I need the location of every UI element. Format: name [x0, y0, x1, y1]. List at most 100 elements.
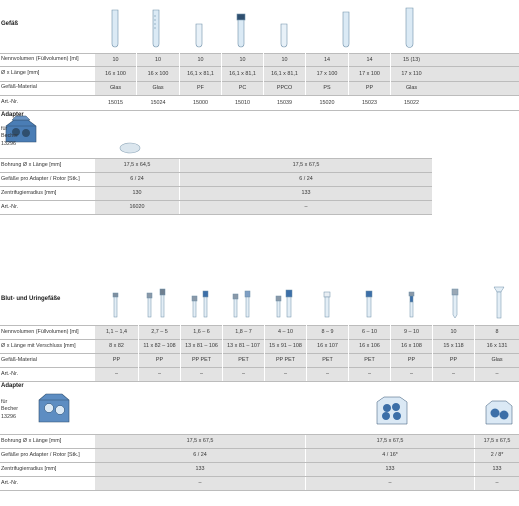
glass-tube-funnel-icon: [493, 286, 505, 319]
table-cell: 17,5 x 67,5: [376, 438, 404, 444]
table-cell: 16,1 x 81,1: [187, 71, 214, 77]
divider: [0, 110, 519, 111]
table-cell: 15024: [150, 99, 166, 106]
tube-glass-graduated-icon: [152, 9, 160, 48]
table-cell: 10: [281, 56, 288, 63]
table-cell: –: [495, 371, 499, 377]
note-line: Becher: [1, 133, 19, 140]
table-cell: –: [200, 371, 203, 377]
note-line: 13296: [1, 413, 16, 420]
divider: [348, 53, 349, 95]
table-cell: 16 x 107: [317, 343, 338, 349]
table-cell: –: [115, 371, 118, 377]
table-cell: PC: [238, 85, 247, 91]
divider: [0, 490, 519, 491]
blood-tube-7-icon: [365, 290, 373, 318]
table-cell: –: [388, 480, 392, 486]
divider: [390, 53, 391, 95]
table-cell: 6 / 24: [130, 176, 144, 182]
row-label: Nennvolumen (Füllvolumen) [ml]: [1, 329, 79, 335]
divider: [0, 172, 432, 173]
blood-tube-4-icon: [232, 290, 251, 318]
table-cell: 15 x 118: [443, 343, 464, 349]
table-cell: Glas: [109, 85, 122, 91]
table-cell: 2,7 – 5: [151, 329, 168, 335]
table-cell: 17,5 x 67,5: [292, 162, 320, 168]
divider: [474, 325, 475, 381]
table-cell: –: [198, 480, 202, 486]
table-cell: –: [158, 371, 161, 377]
table-cell: PET: [322, 357, 333, 363]
table-cell: PET: [238, 357, 249, 363]
table-cell: 1,1 – 1,4: [106, 329, 127, 335]
blood-tube-6-icon: [323, 291, 331, 318]
divider: [305, 53, 306, 95]
divider: [0, 353, 519, 354]
table-cell: 6 / 24: [299, 176, 313, 182]
divider: [0, 325, 519, 326]
table-cell: 17 x 100: [316, 71, 338, 77]
adapter-title: Adapter: [1, 112, 24, 118]
divider: [0, 381, 519, 382]
table-cell: 10: [155, 56, 161, 63]
table-cell: 8 x 82: [109, 343, 124, 349]
table-cell: PET: [364, 357, 375, 363]
table-cell: 15 (13): [402, 56, 421, 63]
table-cell: 16 x 100: [105, 71, 126, 77]
table-cell: 16,1 x 81,1: [271, 71, 298, 77]
table-cell: 133: [385, 466, 395, 472]
table-cell: 133: [195, 466, 205, 472]
note-line: für: [1, 126, 8, 132]
divider: [0, 339, 519, 340]
table-cell: 4 / 16*: [382, 452, 398, 458]
table-cell: 13 x 81 – 106: [185, 343, 218, 349]
table-cell: 17 x 100: [359, 71, 380, 77]
divider: [0, 434, 519, 435]
table-cell: Glas: [405, 85, 418, 91]
row-label: Zentrifugierradius [mm]: [1, 466, 57, 472]
table-cell: PP: [365, 85, 374, 91]
row-label: Art.-Nr.: [1, 99, 19, 105]
table-cell: 1,6 – 6: [193, 329, 210, 335]
table-cell: 16 x 106: [359, 343, 380, 349]
divider: [136, 53, 137, 95]
table-cell: 13 x 81 – 107: [227, 343, 260, 349]
table-cell: 11 x 82 – 108: [143, 343, 176, 349]
table-cell: 130: [132, 190, 142, 196]
table-cell: –: [452, 371, 455, 377]
divider: [432, 325, 433, 381]
section1-title: Gefäß: [1, 21, 19, 27]
table-cell: 17,5 x 67,5: [186, 438, 214, 444]
blood-tube-3-icon: [191, 290, 209, 318]
table-cell: 14: [366, 56, 373, 63]
divider: [0, 66, 519, 67]
table-cell: –: [495, 480, 499, 486]
divider: [0, 53, 519, 54]
row-label: Gefäße pro Adapter / Rotor [Stk.]: [1, 176, 80, 182]
table-cell: 1,8 – 7: [235, 329, 252, 335]
table-cell: PP: [155, 357, 164, 363]
blood-tube-2-icon: [146, 288, 166, 318]
table-cell: –: [368, 371, 371, 377]
adapter-insert-disc-icon: [119, 142, 141, 154]
section2-title: Blut- und Uringefäße: [1, 296, 61, 302]
row-label: Art.-Nr.: [1, 371, 19, 377]
table-cell: –: [304, 204, 308, 210]
divider: [0, 476, 519, 477]
divider: [222, 325, 223, 381]
divider: [138, 325, 139, 381]
table-cell: 15 x 91 – 108: [269, 343, 302, 349]
tube-glass-15015-icon: [111, 9, 119, 48]
table-cell: –: [410, 371, 413, 377]
tube-illustrations-row1: [111, 7, 414, 48]
adapter-note: für Becher 13296: [1, 399, 18, 421]
table-cell: 10: [197, 56, 204, 63]
table-cell: PF: [197, 85, 204, 91]
divider: [221, 53, 222, 95]
table-cell: 8: [495, 329, 499, 335]
table-cell: PP: [449, 357, 458, 363]
blood-tube-5-icon: [275, 289, 293, 318]
adapter-block-icon: [5, 115, 37, 143]
row-label: Bohrung Ø x Länge [mm]: [1, 162, 62, 168]
table-cell: 17,5 x 67,5: [483, 438, 511, 444]
